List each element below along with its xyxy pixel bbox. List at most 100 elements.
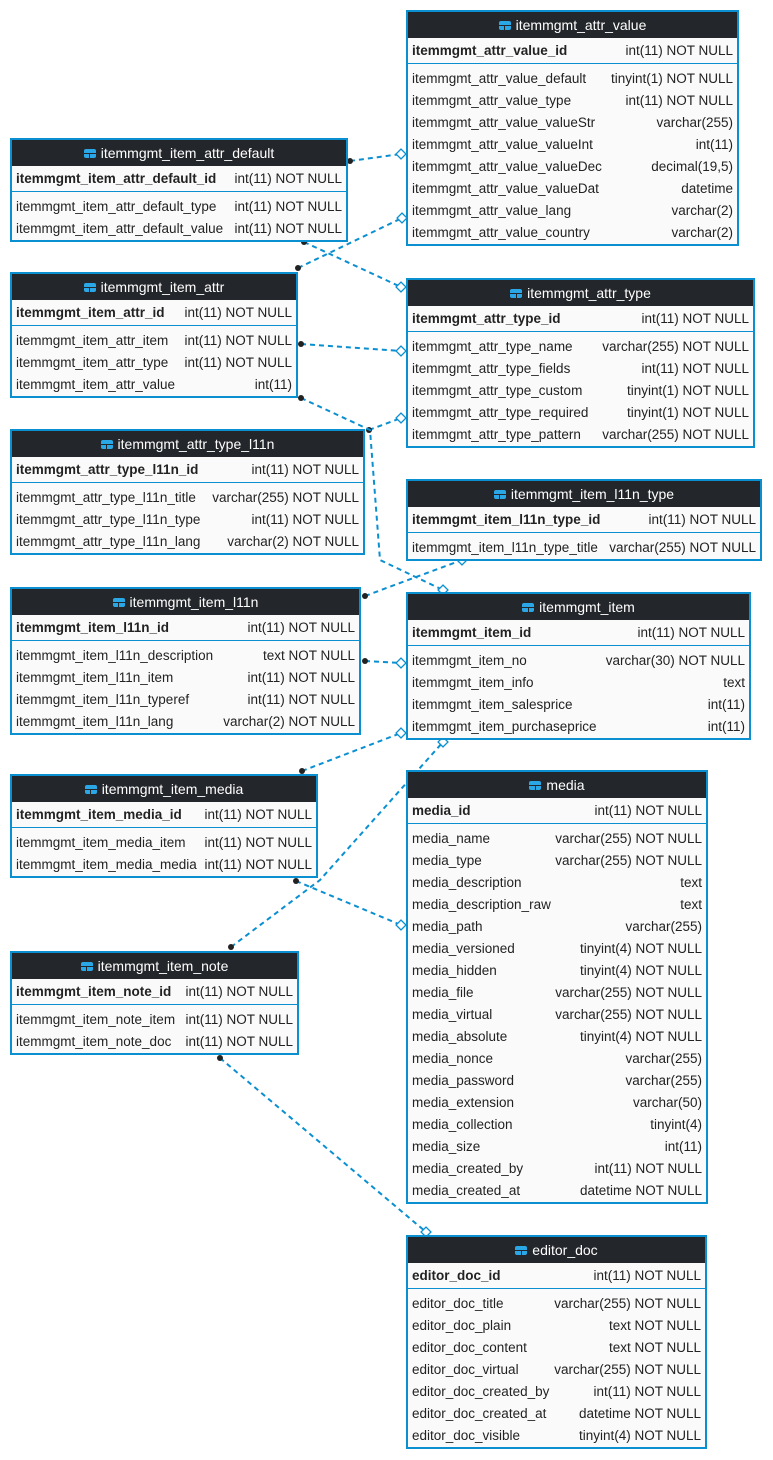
table-itemmgmt-item-media[interactable]: itemmgmt_item_media itemmgmt_item_media_i… [10, 774, 318, 878]
column-row[interactable]: editor_doc_plain text NOT NULL [408, 1315, 705, 1337]
column-row[interactable]: itemmgmt_attr_type_pattern varchar(255) N… [408, 424, 753, 446]
column-row[interactable]: itemmgmt_attr_value_type int(11) NOT NULL [408, 90, 737, 112]
table-editor-doc[interactable]: editor_doc editor_doc_id int(11) NOT NULL e… [406, 1235, 707, 1449]
column-row[interactable]: itemmgmt_attr_value_valueInt int(11) [408, 134, 737, 156]
table-header[interactable]: itemmgmt_item_media [12, 776, 316, 802]
column-row[interactable]: itemmgmt_item_purchaseprice int(11) [408, 716, 749, 738]
column-row[interactable]: editor_doc_virtual varchar(255) NOT NULL [408, 1359, 705, 1381]
primary-key-row[interactable]: itemmgmt_item_id int(11) NOT NULL [408, 620, 749, 646]
relationship-line[interactable] [230, 741, 444, 948]
column-row[interactable]: itemmgmt_item_media_media int(11) NOT NUL… [12, 854, 316, 876]
column-row[interactable]: itemmgmt_item_attr_default_value int(11) … [12, 218, 346, 240]
table-itemmgmt-attr-type-l11n[interactable]: itemmgmt_attr_type_l11n itemmgmt_attr_typ… [10, 429, 365, 555]
column-row[interactable]: itemmgmt_item_no varchar(30) NOT NULL [408, 650, 749, 672]
column-row[interactable]: media_collection tinyint(4) [408, 1114, 706, 1136]
column-row[interactable]: editor_doc_content text NOT NULL [408, 1337, 705, 1359]
column-row[interactable]: media_password varchar(255) [408, 1070, 706, 1092]
table-itemmgmt-attr-value[interactable]: itemmgmt_attr_value itemmgmt_attr_value_i… [406, 10, 739, 246]
column-row[interactable]: media_description text [408, 872, 706, 894]
column-row[interactable]: itemmgmt_attr_type_custom tinyint(1) NOT … [408, 380, 753, 402]
column-row[interactable]: itemmgmt_attr_value_valueDat datetime [408, 178, 737, 200]
table-header[interactable]: itemmgmt_attr_type_l11n [12, 431, 363, 457]
primary-key-row[interactable]: itemmgmt_item_media_id int(11) NOT NULL [12, 802, 316, 828]
table-header[interactable]: itemmgmt_item_l11n_type [408, 481, 760, 507]
column-row[interactable]: media_versioned tinyint(4) NOT NULL [408, 938, 706, 960]
column-row[interactable]: itemmgmt_item_info text [408, 672, 749, 694]
column-row[interactable]: media_path varchar(255) [408, 916, 706, 938]
table-itemmgmt-item-l11n-type[interactable]: itemmgmt_item_l11n_type itemmgmt_item_l11… [406, 479, 762, 561]
column-row[interactable]: itemmgmt_item_l11n_item int(11) NOT NULL [12, 667, 359, 689]
table-header[interactable]: itemmgmt_item_note [12, 953, 297, 979]
column-row[interactable]: media_hidden tinyint(4) NOT NULL [408, 960, 706, 982]
primary-key-row[interactable]: itemmgmt_item_note_id int(11) NOT NULL [12, 979, 297, 1005]
column-row[interactable]: itemmgmt_attr_type_fields int(11) NOT NUL… [408, 358, 753, 380]
table-header[interactable]: itemmgmt_item_l11n [12, 589, 359, 615]
primary-key-row[interactable]: itemmgmt_attr_type_l11n_id int(11) NOT NU… [12, 457, 363, 483]
primary-key-row[interactable]: media_id int(11) NOT NULL [408, 798, 706, 824]
relationship-line[interactable] [364, 660, 402, 664]
column-row[interactable]: media_type varchar(255) NOT NULL [408, 850, 706, 872]
column-row[interactable]: editor_doc_title varchar(255) NOT NULL [408, 1293, 705, 1315]
column-row[interactable]: editor_doc_created_by int(11) NOT NULL [408, 1381, 705, 1403]
column-row[interactable]: itemmgmt_item_attr_default_type int(11) N… [12, 196, 346, 218]
table-header[interactable]: itemmgmt_attr_type [408, 280, 753, 306]
column-row[interactable]: itemmgmt_item_attr_type int(11) NOT NULL [12, 352, 296, 374]
table-itemmgmt-item-l11n[interactable]: itemmgmt_item_l11n itemmgmt_item_l11n_id i… [10, 587, 361, 735]
column-row[interactable]: itemmgmt_attr_type_name varchar(255) NOT … [408, 336, 753, 358]
column-row[interactable]: itemmgmt_item_note_doc int(11) NOT NULL [12, 1031, 297, 1053]
column-row[interactable]: itemmgmt_item_attr_value int(11) [12, 374, 296, 396]
column-row[interactable]: itemmgmt_item_l11n_description text NOT N… [12, 645, 359, 667]
column-row[interactable]: itemmgmt_item_l11n_lang varchar(2) NOT NU… [12, 711, 359, 733]
table-itemmgmt-item-attr[interactable]: itemmgmt_item_attr itemmgmt_item_attr_id i… [10, 272, 298, 398]
column-row[interactable]: itemmgmt_attr_type_l11n_title varchar(255… [12, 487, 363, 509]
column-row[interactable]: itemmgmt_item_salesprice int(11) [408, 694, 749, 716]
column-row[interactable]: itemmgmt_attr_value_default tinyint(1) NO… [408, 68, 737, 90]
relationship-line[interactable] [297, 217, 403, 269]
column-row[interactable]: itemmgmt_attr_value_valueDec decimal(19,5… [408, 156, 737, 178]
column-row[interactable]: itemmgmt_item_attr_item int(11) NOT NULL [12, 330, 296, 352]
column-row[interactable]: media_virtual varchar(255) NOT NULL [408, 1004, 706, 1026]
column-row[interactable]: editor_doc_visible tinyint(4) NOT NULL [408, 1425, 705, 1447]
column-row[interactable]: media_size int(11) [408, 1136, 706, 1158]
primary-key-row[interactable]: itemmgmt_attr_value_id int(11) NOT NULL [408, 38, 737, 64]
column-row[interactable]: itemmgmt_attr_value_valueStr varchar(255) [408, 112, 737, 134]
table-media[interactable]: media media_id int(11) NOT NULL media_name v… [406, 770, 708, 1204]
table-header[interactable]: media [408, 772, 706, 798]
column-row[interactable]: media_description_raw text [408, 894, 706, 916]
column-row[interactable]: media_created_by int(11) NOT NULL [408, 1158, 706, 1180]
table-itemmgmt-item-attr-default[interactable]: itemmgmt_item_attr_default itemmgmt_item_… [10, 138, 348, 242]
column-row[interactable]: media_file varchar(255) NOT NULL [408, 982, 706, 1004]
primary-key-row[interactable]: itemmgmt_item_l11n_id int(11) NOT NULL [12, 615, 359, 641]
relationship-line[interactable] [301, 732, 402, 772]
column-row[interactable]: media_created_at datetime NOT NULL [408, 1180, 706, 1202]
table-itemmgmt-item-note[interactable]: itemmgmt_item_note itemmgmt_item_note_id i… [10, 951, 299, 1055]
table-header[interactable]: itemmgmt_item [408, 594, 749, 620]
column-row[interactable]: itemmgmt_item_l11n_type_title varchar(255… [408, 537, 760, 559]
relationship-line[interactable] [219, 1057, 427, 1233]
column-row[interactable]: itemmgmt_attr_value_lang varchar(2) [408, 200, 737, 222]
table-header[interactable]: itemmgmt_attr_value [408, 12, 737, 38]
column-row[interactable]: itemmgmt_item_l11n_typeref int(11) NOT NU… [12, 689, 359, 711]
primary-key-row[interactable]: itemmgmt_item_l11n_type_id int(11) NOT NU… [408, 507, 760, 533]
primary-key-row[interactable]: editor_doc_id int(11) NOT NULL [408, 1263, 705, 1289]
relationship-line[interactable] [349, 153, 402, 162]
primary-key-row[interactable]: itemmgmt_attr_type_id int(11) NOT NULL [408, 306, 753, 332]
relationship-line[interactable] [303, 241, 402, 288]
column-row[interactable]: editor_doc_created_at datetime NOT NULL [408, 1403, 705, 1425]
column-row[interactable]: media_nonce varchar(255) [408, 1048, 706, 1070]
table-header[interactable]: itemmgmt_item_attr [12, 274, 296, 300]
primary-key-row[interactable]: itemmgmt_item_attr_id int(11) NOT NULL [12, 300, 296, 326]
column-row[interactable]: media_absolute tinyint(4) NOT NULL [408, 1026, 706, 1048]
column-row[interactable]: itemmgmt_attr_type_required tinyint(1) NO… [408, 402, 753, 424]
column-row[interactable]: itemmgmt_attr_type_l11n_lang varchar(2) N… [12, 531, 363, 553]
column-row[interactable]: itemmgmt_attr_type_l11n_type int(11) NOT … [12, 509, 363, 531]
table-header[interactable]: editor_doc [408, 1237, 705, 1263]
table-header[interactable]: itemmgmt_item_attr_default [12, 140, 346, 166]
column-row[interactable]: media_name varchar(255) NOT NULL [408, 828, 706, 850]
relationship-line[interactable] [295, 880, 402, 926]
relationship-line[interactable] [300, 343, 402, 352]
column-row[interactable]: itemmgmt_item_media_item int(11) NOT NULL [12, 832, 316, 854]
table-itemmgmt-attr-type[interactable]: itemmgmt_attr_type itemmgmt_attr_type_id i… [406, 278, 755, 448]
column-row[interactable]: itemmgmt_item_note_item int(11) NOT NULL [12, 1009, 297, 1031]
relationship-line[interactable] [368, 417, 402, 431]
